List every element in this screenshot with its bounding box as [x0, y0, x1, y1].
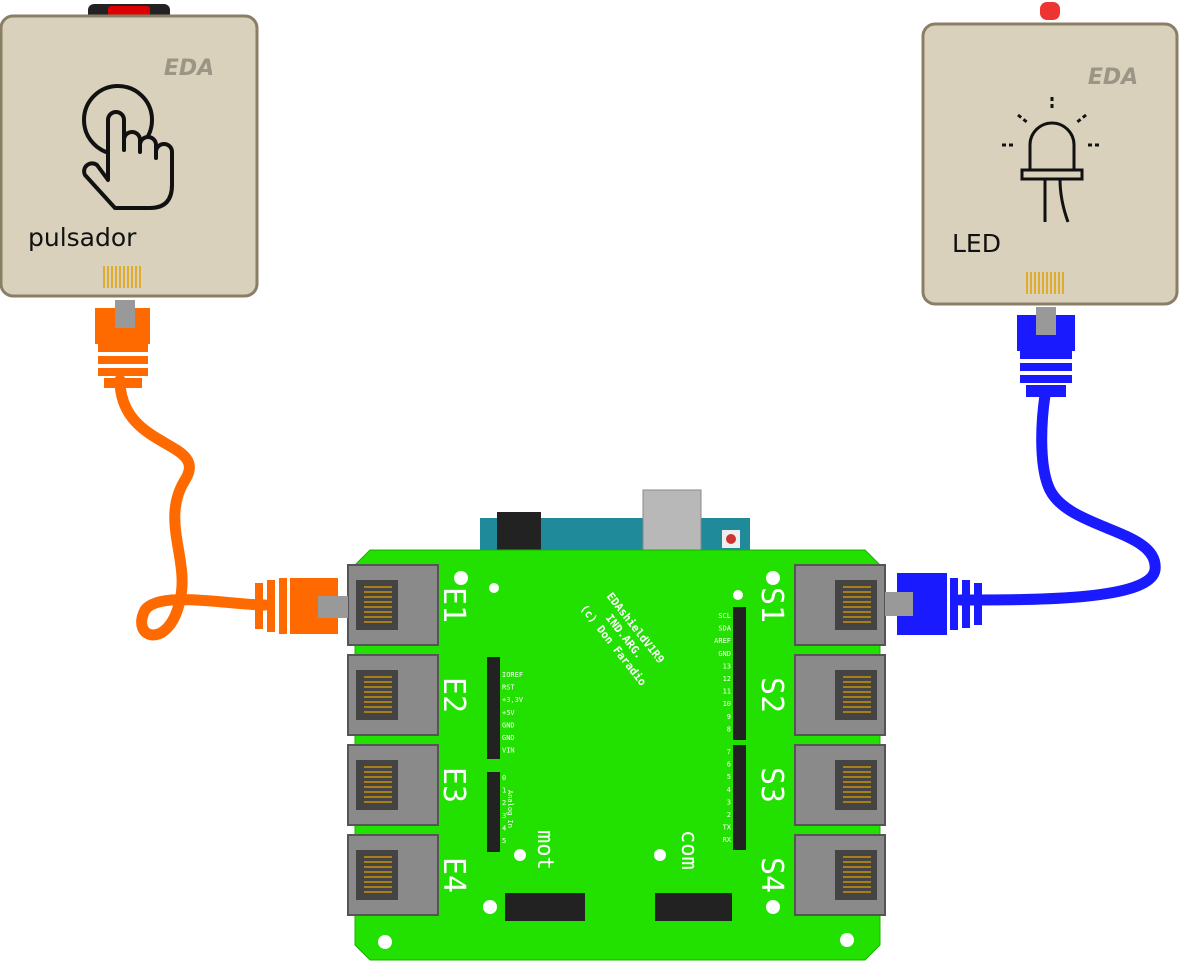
- pin-label: 10: [723, 700, 731, 708]
- plug-latch: [318, 596, 348, 618]
- pin-label: +3,3V: [502, 696, 524, 704]
- module-label: LED: [952, 229, 1001, 258]
- headers: [487, 607, 746, 921]
- pin-label: SCL: [718, 612, 731, 620]
- module-label: pulsador: [28, 223, 137, 252]
- pin-label: 11: [723, 688, 731, 696]
- input-label: E4: [436, 857, 471, 893]
- plug-latch: [885, 592, 913, 616]
- pin-label: GND: [502, 721, 515, 729]
- pin-label: GND: [502, 734, 515, 742]
- contacts: [103, 266, 141, 288]
- pin-label: 1: [502, 787, 506, 795]
- pin-label: +5V: [502, 709, 515, 717]
- pin-label: 2: [502, 799, 506, 807]
- output-label: S4: [754, 857, 789, 893]
- input-label: E1: [436, 587, 471, 623]
- input-label: E3: [436, 767, 471, 803]
- pin-label: 12: [723, 675, 731, 683]
- output-label: S3: [754, 767, 789, 803]
- output-label: S2: [754, 677, 789, 713]
- power-jack: [497, 512, 541, 552]
- pin-label: 5: [502, 837, 506, 845]
- pin-label: VIN: [502, 747, 515, 755]
- pin-label: 7: [727, 748, 731, 756]
- motor-label: mot: [532, 830, 557, 870]
- brand-logo: EDA: [164, 56, 214, 81]
- pin-label: RX: [723, 836, 732, 844]
- pin-label: SDA: [718, 625, 731, 633]
- pin-label: IOREF: [502, 671, 523, 679]
- orange-cable: [114, 374, 271, 641]
- pin-label: AREF: [714, 637, 731, 645]
- mount-holes: [378, 571, 854, 949]
- blue-plug-side: [897, 573, 982, 635]
- comm-label: com: [676, 830, 701, 870]
- button-top: [108, 6, 150, 16]
- reset-cap: [726, 534, 736, 544]
- contacts: [1026, 272, 1064, 294]
- pin-label: RST: [502, 684, 515, 692]
- analog-label: Analog In: [506, 790, 514, 828]
- output-label: S1: [754, 587, 789, 623]
- led-module: [921, 22, 1179, 306]
- pin-label: 3: [727, 798, 731, 806]
- led-bulb: [1040, 2, 1060, 20]
- pin-label: 3: [502, 812, 506, 820]
- pin-label: 6: [727, 761, 731, 769]
- pin-label: 13: [723, 662, 731, 670]
- pin-label: 5: [727, 773, 731, 781]
- pin-label: 4: [502, 824, 506, 832]
- pin-label: GND: [718, 650, 731, 658]
- plug-latch: [115, 300, 135, 328]
- pin-label: 2: [727, 811, 731, 819]
- brand-logo: EDA: [1088, 65, 1138, 90]
- pin-label: 0: [502, 774, 506, 782]
- input-label: E2: [436, 677, 471, 713]
- pin-label: 9: [727, 713, 731, 721]
- blue-cable: [954, 389, 1161, 606]
- hand-icon: [82, 84, 174, 210]
- pin-label: TX: [723, 824, 732, 832]
- plug-latch: [1036, 307, 1056, 335]
- usb-port: [642, 489, 702, 553]
- pin-label: 4: [727, 786, 731, 794]
- pin-label: 8: [727, 725, 731, 733]
- led-icon: [1002, 97, 1102, 223]
